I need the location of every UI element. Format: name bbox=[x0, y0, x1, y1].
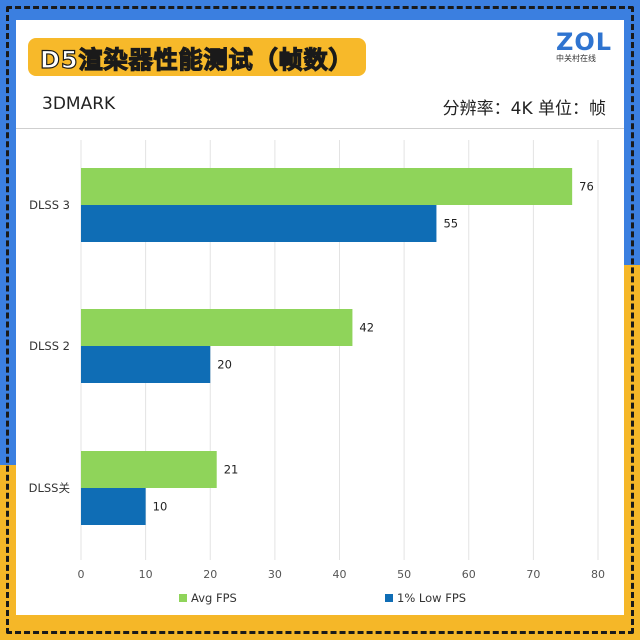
resolution-unit: 分辨率：4K 单位：帧 bbox=[442, 99, 606, 119]
bar-avg-fps bbox=[81, 309, 353, 346]
legend-label: 1% Low FPS bbox=[397, 591, 466, 605]
category-label: DLSS 2 bbox=[29, 339, 70, 353]
data-label: 76 bbox=[579, 180, 594, 194]
x-tick-label: 80 bbox=[591, 568, 605, 581]
chart-title: D5渲染器性能测试（帧数） bbox=[39, 45, 354, 74]
title-badge: D5渲染器性能测试（帧数） bbox=[28, 38, 366, 76]
header-divider bbox=[16, 128, 624, 129]
logo-main-text: ZOL bbox=[556, 28, 613, 56]
legend-label: Avg FPS bbox=[191, 591, 237, 605]
category-label: DLSS关 bbox=[29, 481, 71, 495]
data-label: 42 bbox=[359, 321, 374, 335]
legend-layer: Avg FPS 1% Low FPS bbox=[179, 591, 466, 605]
x-tick-label: 50 bbox=[397, 568, 411, 581]
bar-low-fps bbox=[81, 488, 146, 525]
bar-low-fps bbox=[81, 205, 437, 242]
zol-logo: ZOL 中关村在线 bbox=[556, 30, 616, 66]
x-tick-label: 0 bbox=[78, 568, 85, 581]
x-tick-label: 70 bbox=[526, 568, 540, 581]
legend-swatch bbox=[385, 594, 393, 602]
x-tick-label: 30 bbox=[268, 568, 282, 581]
x-tick-label: 10 bbox=[139, 568, 153, 581]
legend-swatch bbox=[179, 594, 187, 602]
bar-layer bbox=[81, 168, 573, 525]
benchmark-name: 3DMARK bbox=[42, 94, 116, 114]
bar-avg-fps bbox=[81, 451, 217, 488]
x-tick-label: 20 bbox=[203, 568, 217, 581]
label-layer: 0 10 20 30 40 50 60 70 80 DLSS 3 76 55 DLSS 2 42 20 DLS… bbox=[29, 180, 605, 582]
x-tick-label: 40 bbox=[333, 568, 347, 581]
data-label: 21 bbox=[224, 463, 239, 477]
bar-low-fps bbox=[81, 346, 211, 383]
category-label: DLSS 3 bbox=[29, 198, 70, 212]
dashed-border bbox=[6, 6, 634, 634]
logo-sub-text: 中关村在线 bbox=[556, 54, 596, 63]
data-label: 20 bbox=[217, 358, 232, 372]
data-label: 10 bbox=[153, 500, 168, 514]
bar-avg-fps bbox=[81, 168, 573, 205]
x-tick-label: 60 bbox=[462, 568, 476, 581]
data-label: 55 bbox=[443, 217, 458, 231]
